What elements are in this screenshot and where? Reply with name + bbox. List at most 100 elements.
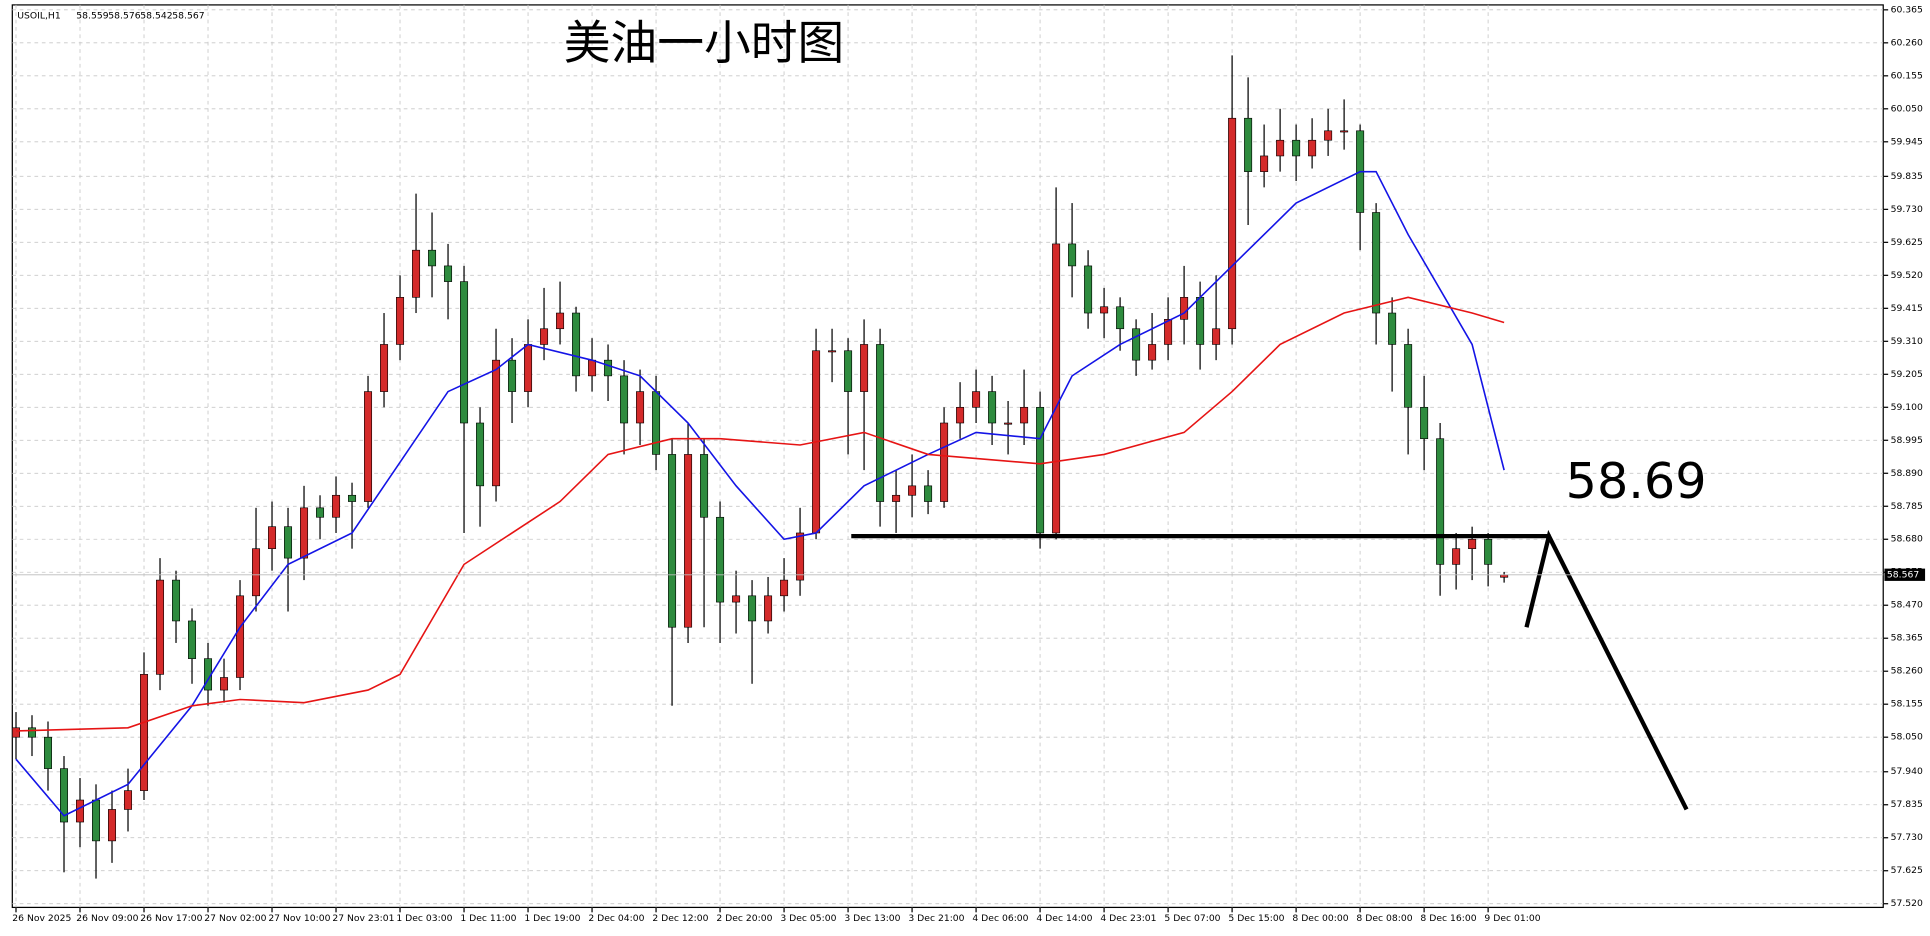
x-tick-label: 26 Nov 09:00 — [76, 913, 138, 924]
y-tick-label: 58.470 — [1891, 600, 1923, 611]
candle-body — [876, 344, 885, 502]
x-tick-label: 4 Dec 14:00 — [1036, 913, 1092, 924]
candle-body — [1276, 139, 1285, 157]
candle-body — [1340, 130, 1349, 133]
y-tick-label: 60.365 — [1891, 4, 1923, 15]
candle-body — [652, 391, 661, 455]
candle-body — [1324, 130, 1333, 141]
candle-body — [1484, 538, 1493, 565]
candle-body — [732, 595, 741, 603]
y-tick-label: 59.205 — [1891, 369, 1923, 380]
y-tick-label: 59.415 — [1891, 303, 1923, 314]
candle-body — [1404, 344, 1413, 408]
candle-body — [28, 727, 37, 738]
x-tick-label: 4 Dec 06:00 — [972, 913, 1028, 924]
candle-body — [1148, 344, 1157, 361]
y-tick-label: 58.680 — [1891, 534, 1923, 545]
y-tick-label: 59.835 — [1891, 171, 1923, 182]
candle-body — [1020, 406, 1029, 424]
candle-body — [1260, 155, 1269, 172]
chart-title: 美油一小时图 — [564, 17, 845, 71]
y-tick-label: 57.835 — [1891, 799, 1923, 810]
y-tick-label: 59.625 — [1891, 237, 1923, 248]
candle-body — [1468, 538, 1477, 549]
candle-body — [1132, 328, 1141, 361]
candle-body — [524, 344, 533, 392]
candle-body — [60, 768, 69, 823]
header-high: 58.576 — [108, 10, 140, 21]
candle-body — [476, 422, 485, 487]
candle-body — [780, 579, 789, 597]
y-tick-label: 59.945 — [1891, 136, 1923, 147]
candle-body — [76, 799, 85, 823]
candle-body — [572, 312, 581, 377]
y-tick-label: 60.155 — [1891, 70, 1923, 81]
candle-body — [364, 391, 373, 502]
x-tick-label: 2 Dec 12:00 — [652, 913, 708, 924]
x-tick-label: 5 Dec 07:00 — [1164, 913, 1220, 924]
x-tick-label: 3 Dec 05:00 — [780, 913, 836, 924]
y-tick-label: 59.310 — [1891, 336, 1923, 347]
y-tick-label: 57.520 — [1891, 898, 1923, 909]
candle-body — [220, 677, 229, 691]
candle-body — [1372, 212, 1381, 314]
y-tick-label: 58.260 — [1891, 666, 1923, 677]
candle-body — [1004, 422, 1013, 425]
candle-body — [1308, 139, 1317, 157]
candle-body — [1052, 243, 1061, 534]
header-open: 58.559 — [76, 10, 108, 21]
candle-body — [684, 454, 693, 628]
y-tick-label: 58.050 — [1891, 732, 1923, 743]
candle-body — [1036, 406, 1045, 534]
x-tick-label: 27 Nov 02:00 — [204, 913, 266, 924]
y-tick-label: 58.365 — [1891, 633, 1923, 644]
candle-body — [156, 579, 165, 675]
candle-body — [396, 297, 405, 345]
y-tick-label: 57.940 — [1891, 766, 1923, 777]
candle-body — [988, 391, 997, 424]
candle-body — [668, 454, 677, 628]
candle-body — [428, 249, 437, 267]
candle-body — [860, 344, 869, 392]
x-tick-label: 4 Dec 23:01 — [1100, 913, 1156, 924]
candle-body — [636, 391, 645, 424]
candle-body — [444, 265, 453, 282]
candle-body — [1068, 243, 1077, 267]
candle-body — [1244, 117, 1253, 172]
candle-body — [1084, 265, 1093, 314]
candle-body — [236, 595, 245, 678]
candle-body — [924, 485, 933, 502]
candle-body — [380, 344, 389, 392]
y-tick-label: 58.890 — [1891, 468, 1923, 479]
x-tick-label: 1 Dec 11:00 — [460, 913, 516, 924]
candle-body — [124, 790, 133, 810]
y-tick-label: 60.260 — [1891, 37, 1923, 48]
y-tick-label: 58.995 — [1891, 435, 1923, 446]
candle-body — [700, 454, 709, 518]
candle-body — [300, 507, 309, 559]
header-low: 58.542 — [140, 10, 172, 21]
candle-body — [748, 595, 757, 622]
x-tick-label: 26 Nov 2025 — [12, 913, 71, 924]
candle-body — [188, 620, 197, 659]
candle-body — [284, 526, 293, 559]
candle-body — [796, 532, 805, 581]
candle-body — [1388, 312, 1397, 345]
y-tick-label: 57.625 — [1891, 865, 1923, 876]
candle-body — [492, 359, 501, 487]
moving-average — [15, 170, 1505, 817]
candle-body — [332, 494, 341, 518]
y-tick-label: 58.785 — [1891, 501, 1923, 512]
candle-body — [1452, 548, 1461, 565]
candle-body — [1116, 306, 1125, 330]
candle-body — [108, 809, 117, 842]
candle-body — [1180, 297, 1189, 320]
candle-body — [44, 736, 53, 769]
candle-body — [316, 507, 325, 518]
y-tick-label: 59.520 — [1891, 270, 1923, 281]
candle-body — [268, 526, 277, 549]
candle-body — [412, 249, 421, 298]
candle-body — [12, 727, 21, 738]
symbol: USOIL,H1 — [17, 10, 61, 21]
